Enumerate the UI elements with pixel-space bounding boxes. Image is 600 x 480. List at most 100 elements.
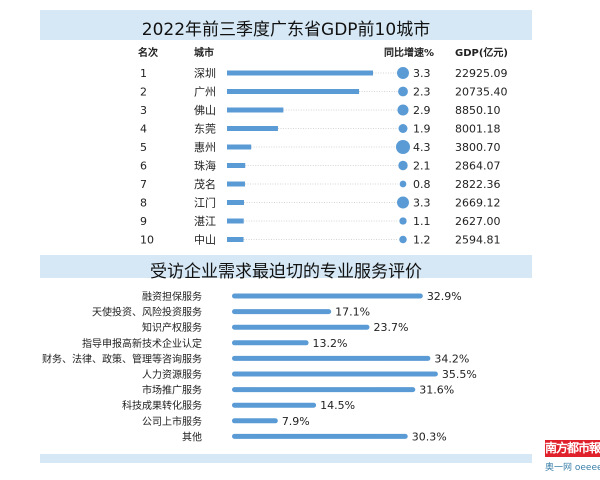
gdp-bar <box>227 89 360 94</box>
service-bar <box>232 418 278 424</box>
service-value-label: 17.1% <box>335 306 370 319</box>
column-header: 同比增速% <box>384 46 434 59</box>
gdp-label: 2594.81 <box>455 234 501 247</box>
city-label: 广州 <box>194 86 216 99</box>
growth-bubble <box>398 160 408 171</box>
service-label: 人力资源服务 <box>142 368 202 381</box>
gdp-bar <box>227 70 373 76</box>
city-label: 深圳 <box>194 67 216 80</box>
gdp-bar <box>227 237 244 242</box>
growth-bubble <box>397 104 409 116</box>
service-label: 指导申报高新技术企业认定 <box>82 337 202 350</box>
gdp-label: 2669.12 <box>455 197 501 210</box>
gdp-label: 8001.18 <box>455 123 501 136</box>
growth-label: 2.3 <box>413 86 431 99</box>
city-label: 惠州 <box>194 140 216 154</box>
newspaper-logo: 南方都市報 <box>545 440 600 457</box>
rank-label: 10 <box>140 234 154 247</box>
title-band-2 <box>40 255 532 278</box>
rank-label: 5 <box>140 141 147 154</box>
service-value-label: 31.6% <box>419 384 454 397</box>
growth-label: 3.3 <box>413 197 431 210</box>
growth-bubble <box>397 67 409 79</box>
gdp-label: 20735.40 <box>455 86 508 99</box>
chart-title-services: 受访企业需求最迫切的专业服务评价 <box>150 262 422 282</box>
growth-bubble <box>397 196 409 209</box>
growth-bubble <box>399 180 407 188</box>
service-value-label: 34.2% <box>434 352 469 365</box>
service-bar <box>232 309 332 315</box>
service-label: 财务、法律、政策、管理等咨询服务 <box>42 352 202 365</box>
service-label: 其他 <box>182 430 202 443</box>
service-bar <box>232 402 317 408</box>
rank-label: 9 <box>140 215 147 228</box>
service-label: 市场推广服务 <box>142 384 202 397</box>
service-label: 科技成果转化服务 <box>122 399 202 412</box>
service-value-label: 35.5% <box>442 368 477 381</box>
gdp-label: 2627.00 <box>455 215 501 228</box>
column-header: GDP(亿元) <box>455 46 508 59</box>
service-bar <box>232 340 309 346</box>
service-label: 公司上市服务 <box>142 415 202 428</box>
service-value-label: 30.3% <box>412 430 447 443</box>
service-bar <box>232 293 423 299</box>
gdp-label: 2822.36 <box>455 178 501 191</box>
gdp-bar <box>227 126 278 131</box>
gdp-label: 3800.70 <box>455 141 501 154</box>
service-bar <box>232 324 370 330</box>
rank-label: 2 <box>140 86 147 99</box>
service-value-label: 32.9% <box>427 290 462 303</box>
city-label: 江门 <box>194 196 216 210</box>
service-bar <box>232 387 416 393</box>
gdp-bar <box>227 218 244 224</box>
service-value-label: 14.5% <box>320 399 355 412</box>
gdp-bar <box>227 181 245 187</box>
service-value-label: 23.7% <box>373 321 408 334</box>
growth-label: 0.8 <box>413 178 431 191</box>
gdp-label: 22925.09 <box>455 67 508 80</box>
service-label: 天使投资、风险投资服务 <box>92 306 202 319</box>
gdp-bar <box>227 163 246 168</box>
service-bar <box>232 433 408 439</box>
city-label: 茂名 <box>194 177 216 191</box>
rank-label: 1 <box>140 67 147 80</box>
rank-label: 4 <box>140 123 147 136</box>
rank-label: 8 <box>140 197 147 210</box>
service-label: 融资担保服务 <box>142 290 202 303</box>
column-header: 名次 <box>138 46 158 59</box>
growth-label: 2.9 <box>413 104 431 117</box>
growth-bubble <box>398 86 408 97</box>
service-bar <box>232 355 431 361</box>
growth-label: 1.1 <box>413 215 431 228</box>
city-label: 珠海 <box>194 159 216 173</box>
service-label: 知识产权服务 <box>142 321 202 334</box>
chart-title-gdp: 2022年前三季度广东省GDP前10城市 <box>141 20 431 40</box>
growth-bubble <box>399 217 407 225</box>
rank-label: 6 <box>140 160 147 173</box>
city-label: 湛江 <box>194 215 216 228</box>
city-label: 东莞 <box>194 123 216 136</box>
site-label: 奥一网 oeeee.com <box>545 463 600 473</box>
growth-bubble <box>398 124 408 133</box>
city-label: 佛山 <box>194 104 216 117</box>
gdp-bar <box>227 107 284 113</box>
title-band-1 <box>40 10 532 40</box>
gdp-label: 8850.10 <box>455 104 501 117</box>
service-value-label: 7.9% <box>282 415 310 428</box>
city-label: 中山 <box>194 234 216 247</box>
growth-label: 1.9 <box>413 123 431 136</box>
growth-label: 2.1 <box>413 160 431 173</box>
rank-label: 3 <box>140 104 147 117</box>
growth-bubble <box>399 235 407 244</box>
bottom-band <box>40 454 532 463</box>
gdp-bar <box>227 200 244 205</box>
service-bar <box>232 371 438 377</box>
rank-label: 7 <box>140 178 147 191</box>
growth-label: 3.3 <box>413 67 431 80</box>
growth-label: 1.2 <box>413 234 431 247</box>
gdp-label: 2864.07 <box>455 160 501 173</box>
service-value-label: 13.2% <box>313 337 348 350</box>
growth-label: 4.3 <box>413 141 431 154</box>
column-header: 城市 <box>194 46 214 59</box>
